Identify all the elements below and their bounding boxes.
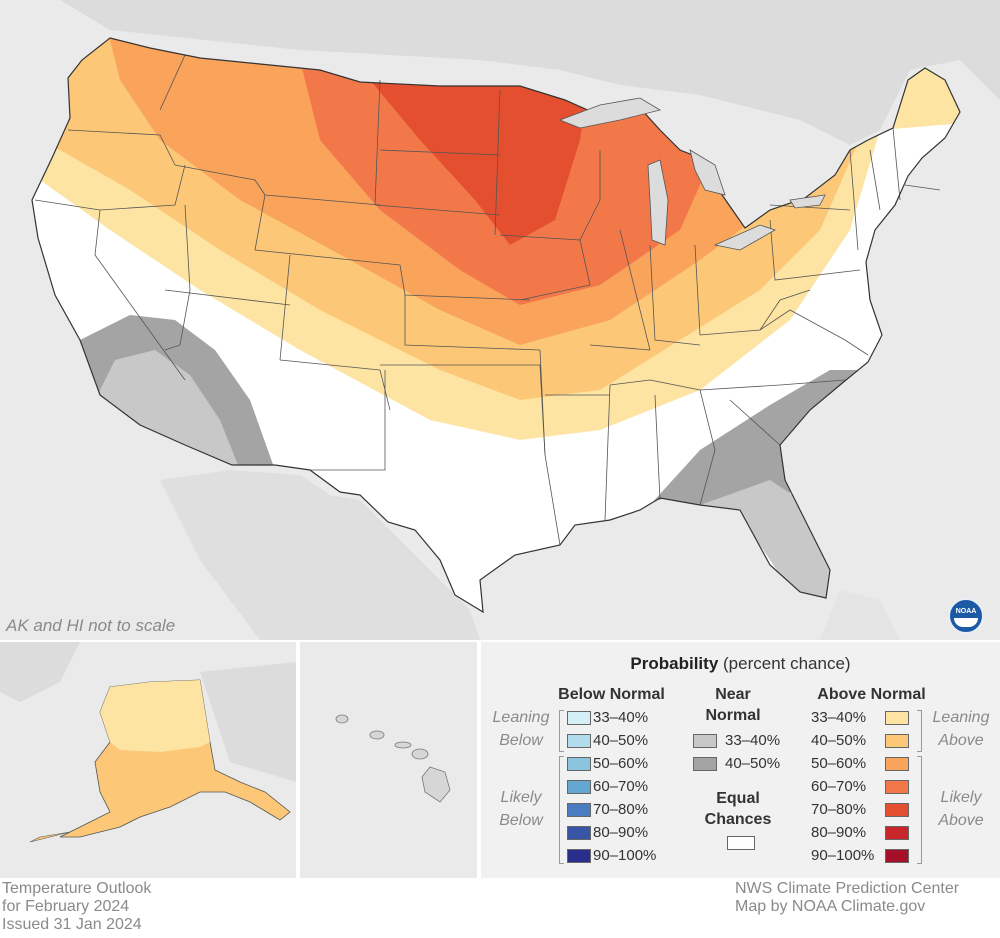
mexico-land	[160, 470, 480, 640]
scale-note: AK and HI not to scale	[6, 616, 176, 635]
legend-title: Probability (percent chance)	[630, 654, 851, 673]
above-normal-item-swatch	[885, 826, 909, 840]
above-normal-header: Above Normal	[817, 686, 926, 703]
lake-huron	[689, 149, 726, 196]
conus-outline	[31, 37, 961, 614]
below-normal-item-label: 90–100%	[593, 847, 657, 864]
alaska-inset	[0, 642, 296, 878]
above-normal-item-swatch	[885, 757, 909, 771]
island-oahu	[369, 730, 385, 740]
below-normal-item-label: 40–50%	[593, 732, 649, 749]
above-normal-item-swatch	[885, 780, 909, 794]
noaa-logo: NOAA	[948, 598, 984, 634]
likely-above-label: Likely Above	[938, 789, 984, 829]
equal-chances-header: Equal Chances	[704, 790, 772, 828]
below-normal-item-label: 80–90%	[593, 824, 649, 841]
map-credits: NWS Climate Prediction Center Map by NOA…	[735, 880, 959, 916]
leaning-below-bracket	[559, 710, 564, 752]
legend: Probability (percent chance) Below Norma…	[481, 642, 1000, 878]
above-normal-item-label: 33–40%	[811, 709, 867, 726]
lake-michigan	[647, 159, 669, 246]
below-normal-item-swatch	[567, 734, 591, 748]
near-normal-item-swatch	[693, 757, 717, 771]
alaska-map-svg	[0, 642, 296, 878]
below-normal-item-label: 70–80%	[593, 801, 649, 818]
island-hawaii	[421, 766, 451, 803]
equal-chances-swatch	[727, 836, 755, 850]
likely-below-bracket	[559, 756, 564, 864]
above-normal-item-swatch	[885, 849, 909, 863]
below-normal-item-swatch	[567, 757, 591, 771]
above-normal-item-swatch	[885, 734, 909, 748]
below-normal-item-swatch	[567, 711, 591, 725]
lake-superior	[558, 97, 662, 129]
above-normal-item-swatch	[885, 711, 909, 725]
near-normal-item-swatch	[693, 734, 717, 748]
map-title: Temperature Outlook for February 2024 Is…	[2, 880, 151, 934]
band-near-40-50-east	[650, 370, 870, 510]
lake-ontario	[789, 194, 826, 209]
above-normal-item-label: 80–90%	[811, 824, 867, 841]
below-normal-item-swatch	[567, 803, 591, 817]
near-normal-header: Near Normal	[705, 686, 761, 724]
conus-map: AK and HI not to scale NOAA	[0, 0, 1000, 640]
noaa-logo-wave	[954, 618, 978, 627]
noaa-logo-text: NOAA	[955, 608, 977, 615]
title-line-1: Temperature Outlook	[2, 880, 152, 897]
canada-yukon	[200, 662, 296, 782]
likely-below-label: Likely Below	[499, 789, 543, 829]
aleutians	[29, 831, 71, 843]
above-normal-item-label: 50–60%	[811, 755, 867, 772]
above-normal-item-label: 90–100%	[811, 847, 875, 864]
lake-erie	[713, 224, 776, 251]
above-normal-item-label: 60–70%	[811, 778, 867, 795]
below-normal-item-label: 60–70%	[593, 778, 649, 795]
canada-land	[0, 0, 1000, 145]
leaning-above-label: Leaning Above	[932, 709, 990, 749]
alaska-above-33-40	[100, 680, 210, 752]
leaning-above-bracket	[917, 710, 922, 752]
state-boundaries	[34, 54, 941, 546]
title-line-2: for February 2024	[2, 898, 130, 915]
island-molokai	[394, 741, 412, 749]
near-normal-item-label: 40–50%	[725, 755, 781, 772]
title-line-3: Issued 31 Jan 2024	[2, 916, 142, 933]
above-normal-item-label: 70–80%	[811, 801, 867, 818]
below-normal-item-label: 50–60%	[593, 755, 649, 772]
below-normal-item-swatch	[567, 849, 591, 863]
russia-land	[0, 642, 80, 702]
conus-map-svg	[0, 0, 1000, 640]
hawaii-map-svg	[335, 714, 451, 803]
credit-line-1: NWS Climate Prediction Center	[735, 880, 960, 897]
island-kauai	[335, 714, 349, 724]
island-maui	[411, 748, 429, 760]
above-normal-item-label: 40–50%	[811, 732, 867, 749]
near-normal-item-label: 33–40%	[725, 732, 781, 749]
likely-above-bracket	[917, 756, 922, 864]
below-normal-item-swatch	[567, 826, 591, 840]
above-normal-item-swatch	[885, 803, 909, 817]
band-near-33-40-west	[95, 350, 240, 470]
leaning-below-label: Leaning Below	[492, 709, 550, 749]
below-normal-header: Below Normal	[558, 686, 665, 703]
below-normal-item-label: 33–40%	[593, 709, 649, 726]
caribbean-land	[820, 590, 900, 640]
hawaii-inset	[300, 642, 477, 878]
credit-line-2: Map by NOAA Climate.gov	[735, 898, 926, 915]
below-normal-item-swatch	[567, 780, 591, 794]
